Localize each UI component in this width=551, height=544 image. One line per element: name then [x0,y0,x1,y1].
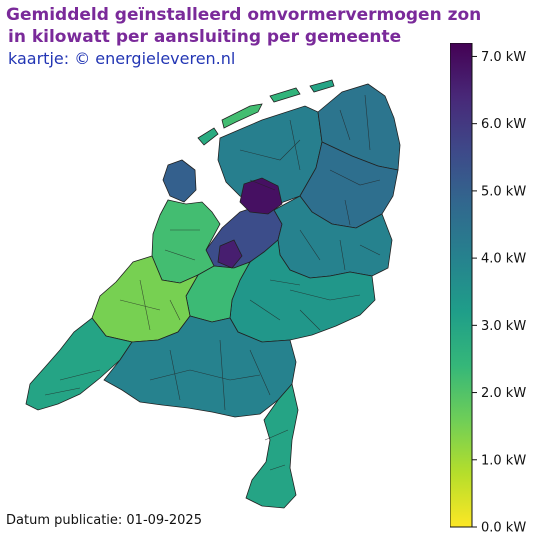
publication-date: Datum publicatie: 01-09-2025 [6,513,202,528]
colorbar-legend: 0.0 kW 1.0 kW 2.0 kW 3.0 kW 4.0 kW 5.0 kW 6.0 … [450,43,526,533]
colorbar-tick-label: 7.0 kW [481,50,526,65]
region-urk [217,239,243,269]
region-vlieland [197,127,219,146]
colorbar-tick-label: 4.0 kW [481,252,526,267]
region-ameland [269,87,301,103]
region-noordoostpolder [239,177,283,215]
region-limburg [245,383,299,509]
colorbar-tick-label: 2.0 kW [481,386,526,401]
region-texel [162,159,197,203]
colorbar-tick-label: 0.0 kW [481,521,526,534]
colorbar-tick-label: 6.0 kW [481,117,526,132]
netherlands-choropleth-map [25,79,401,509]
colorbar-tick-label: 1.0 kW [481,453,526,468]
colorbar-ticks: 0.0 kW 1.0 kW 2.0 kW 3.0 kW 4.0 kW 5.0 kW 6.0 … [472,50,526,533]
region-terschelling [221,103,263,129]
map-credit: kaartje: © energieleveren.nl [8,49,236,68]
colorbar-tick-label: 3.0 kW [481,319,526,334]
colorbar-tick-label: 5.0 kW [481,184,526,199]
map-title-line-2: in kilowatt per aansluiting per gemeente [8,27,402,47]
map-title-line-1: Gemiddeld geïnstalleerd omvormervermogen… [6,5,482,25]
municipality-borders [44,94,381,471]
colorbar-gradient [450,43,473,528]
region-schiermonnikoog [309,79,335,93]
